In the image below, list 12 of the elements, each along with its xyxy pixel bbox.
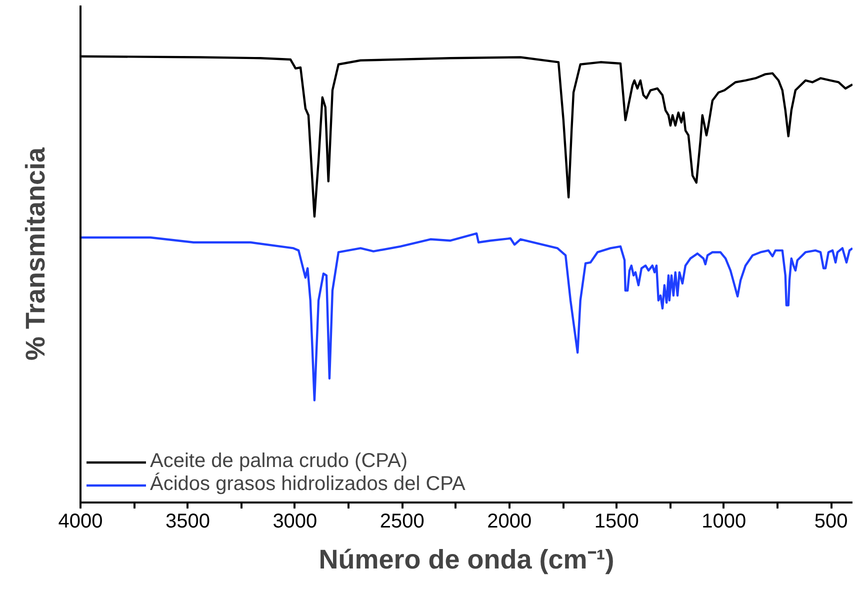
y-axis-title: % Transmitancia: [20, 146, 50, 361]
legend-label: Aceite de palma crudo (CPA): [150, 450, 408, 472]
x-tick-label: 3500: [165, 510, 210, 532]
x-tick-label: 2500: [380, 510, 424, 532]
x-tick-label: 500: [814, 510, 848, 532]
x-tick-label: 1000: [702, 510, 746, 532]
x-tick-label: 2000: [487, 510, 532, 532]
legend-label: Ácidos grasos hidrolizados del CPA: [150, 473, 466, 496]
x-tick-label: 4000: [58, 510, 103, 532]
x-tick-label: 3000: [272, 510, 318, 532]
x-tick-label: 1500: [594, 510, 639, 532]
x-axis-title: Número de onda (cm⁻¹): [318, 544, 614, 574]
